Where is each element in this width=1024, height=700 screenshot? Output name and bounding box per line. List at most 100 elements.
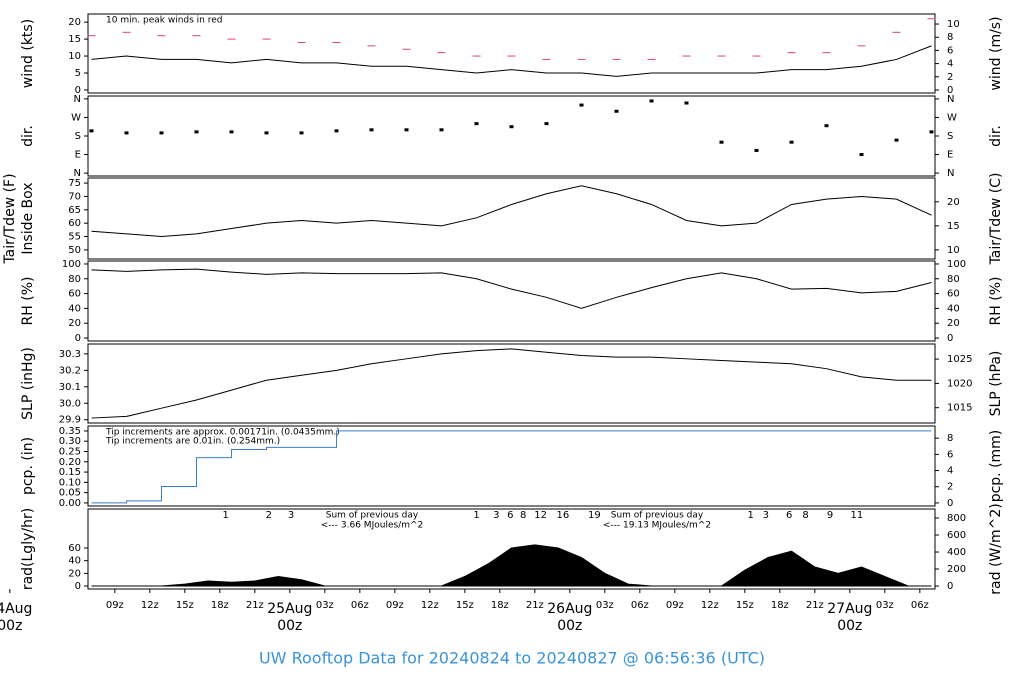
sum-note: <--- 19.13 MJoules/m^2 [603, 521, 711, 531]
sum-note: Sum of previous day [611, 511, 704, 521]
y2-tick-label: 1020 [947, 378, 972, 389]
hour-mark: 3 [288, 510, 294, 521]
line [91, 185, 932, 238]
point [754, 148, 759, 152]
y2-tick-label: 2 [947, 72, 953, 83]
point [859, 153, 864, 157]
point [89, 129, 94, 133]
y-tick-label: 65 [68, 205, 81, 216]
y2-tick-label: 60 [947, 289, 960, 300]
y2-axis-label: Tair/Tdew (C) [988, 173, 1004, 266]
y2-tick-label: 0 [947, 498, 953, 509]
y-tick-label: 0 [75, 333, 81, 344]
y-tick-label: 15 [68, 34, 81, 45]
annotation: Tip increments are approx. 0.00171in. (0… [105, 428, 340, 438]
y2-tick-label: N [947, 168, 954, 179]
point [789, 140, 794, 144]
y2-tick-label: 40 [947, 303, 960, 314]
y-tick-label: 50 [68, 245, 81, 256]
y2-tick-label: 100 [947, 259, 966, 270]
x-tick-label: 15z [176, 600, 194, 611]
y-tick-label: 75 [68, 178, 81, 189]
y-tick-label: 20 [68, 318, 81, 329]
y-tick-label: 40 [68, 303, 81, 314]
point [684, 101, 689, 105]
y2-tick-label: 0 [947, 333, 953, 344]
x-tick-label: 15z [736, 600, 754, 611]
hour-mark: 3 [493, 510, 499, 521]
y-tick-label: 30.2 [59, 365, 81, 376]
y-tick-label: 55 [68, 232, 81, 243]
y2-tick-label: 8 [947, 433, 953, 444]
y-tick-label: 29.9 [59, 415, 81, 426]
y2-axis-label: pcp. (mm) [988, 430, 1004, 503]
y-tick-label: W [71, 112, 81, 123]
y2-tick-label: 4 [947, 59, 953, 70]
y-tick-label: 40 [68, 556, 81, 567]
y2-tick-label: 8 [947, 32, 953, 43]
y-tick-label: 0.20 [59, 457, 81, 468]
annotation: 10 min. peak winds in red [106, 16, 223, 26]
x-tick-label: 06z [631, 600, 649, 611]
y-tick-label: 0.35 [59, 426, 81, 437]
x-tick-label: 21z [806, 600, 824, 611]
hour-mark: 9 [827, 510, 833, 521]
hour-mark: 19 [588, 510, 601, 521]
point [649, 99, 654, 103]
y2-tick-label: 0 [947, 581, 953, 592]
y2-tick-label: 400 [947, 547, 966, 558]
point [404, 128, 409, 132]
y-tick-label: 0.10 [59, 477, 81, 488]
point [264, 131, 269, 135]
y2-tick-label: 6 [947, 45, 953, 56]
day-label: 25Aug [267, 601, 312, 617]
point [579, 103, 584, 107]
y2-tick-label: 80 [947, 274, 960, 285]
x-tick-label: 18z [211, 600, 229, 611]
point [474, 122, 479, 126]
hour-mark: 8 [802, 510, 808, 521]
y2-axis-label: SLP (hPa) [988, 351, 1004, 417]
y2-tick-label: 6 [947, 449, 953, 460]
panel-frame [87, 95, 936, 177]
x-tick-label: 03z [876, 600, 894, 611]
y-tick-label: 80 [68, 274, 81, 285]
y-axis-label: SLP (inHg) [20, 347, 36, 420]
point [544, 122, 549, 126]
y-tick-label: 30.0 [59, 398, 81, 409]
x-tick-label: 06z [351, 600, 369, 611]
x-tick-label: 12z [421, 600, 439, 611]
y-tick-label: E [75, 150, 81, 161]
y2-tick-label: S [947, 131, 953, 142]
y2-tick-label: N [947, 94, 954, 105]
y-axis-label: wind (kts) [20, 19, 36, 88]
hour-mark: 16 [556, 510, 569, 521]
x-tick-label: 09z [666, 600, 684, 611]
y2-tick-label: 4 [947, 466, 953, 477]
panel-frame [87, 260, 936, 342]
day-hour-label: 00z [837, 618, 862, 634]
panel-frame [87, 13, 936, 94]
y2-tick-label: 600 [947, 530, 966, 541]
y-axis-label: RH (%) [20, 277, 36, 326]
y2-tick-label: 1025 [947, 354, 972, 365]
y-tick-label: 0.30 [59, 436, 81, 447]
point [439, 128, 444, 132]
point [824, 124, 829, 128]
sum-note: Sum of previous day [326, 511, 419, 521]
x-tick-label: 03z [316, 600, 334, 611]
y-tick-label: 0.15 [59, 467, 81, 478]
point [509, 125, 514, 129]
y2-tick-label: 20 [947, 197, 960, 208]
point [124, 131, 129, 135]
point [894, 138, 899, 142]
panel-frame [87, 508, 936, 590]
day-hour-label: 00z [0, 618, 22, 634]
point [929, 130, 934, 134]
point [159, 131, 164, 135]
x-tick-label: 21z [246, 600, 264, 611]
point [194, 130, 199, 134]
x-tick-label: 12z [701, 600, 719, 611]
y2-tick-label: 15 [947, 221, 960, 232]
day-label: 27Aug [827, 601, 872, 617]
